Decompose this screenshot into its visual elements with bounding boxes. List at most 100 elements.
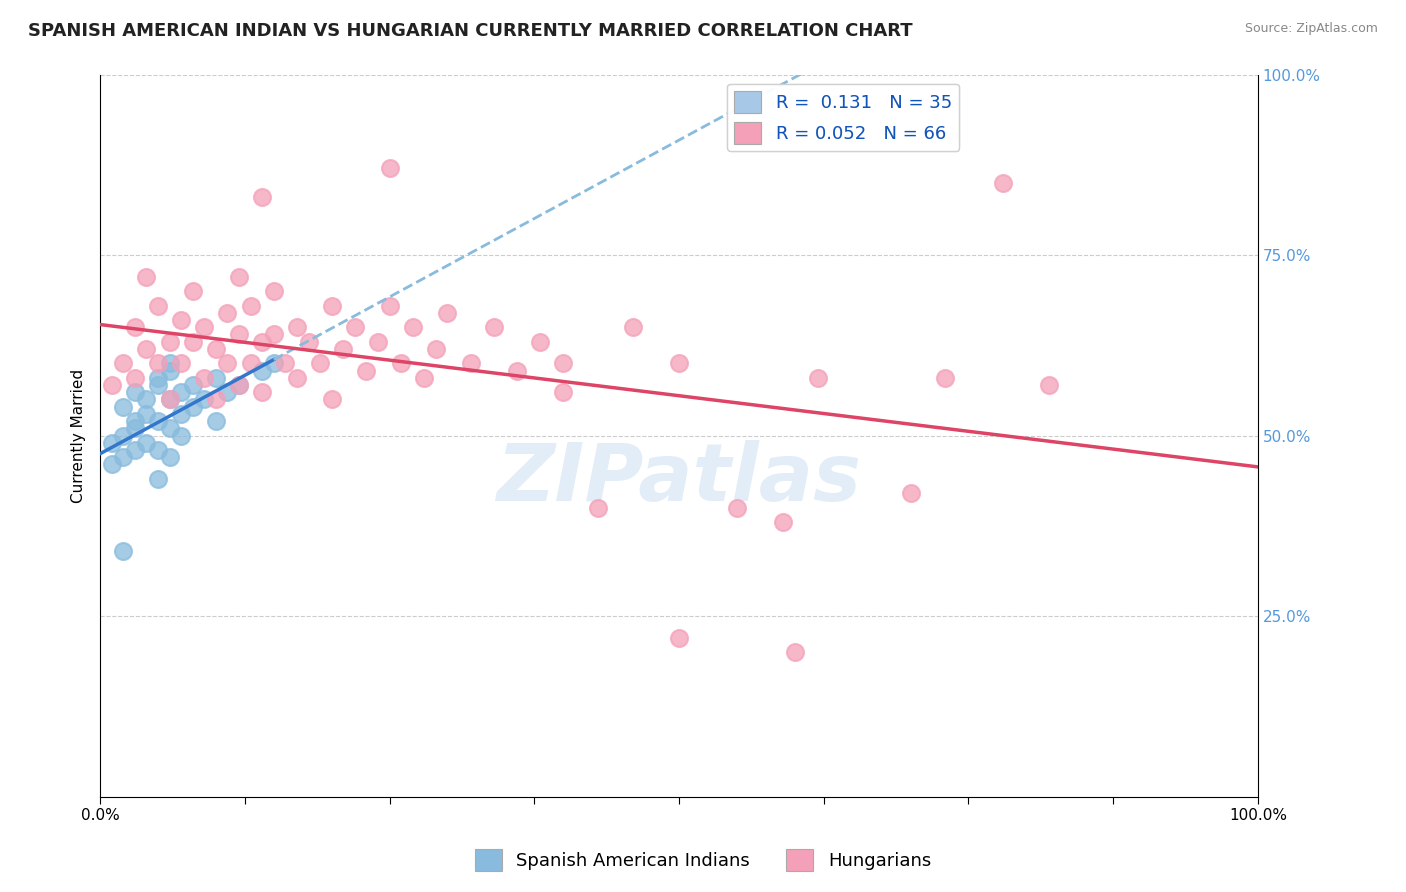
Point <box>146 443 169 458</box>
Point <box>135 435 157 450</box>
Point <box>135 407 157 421</box>
Point <box>135 392 157 407</box>
Point <box>170 356 193 370</box>
Point <box>991 176 1014 190</box>
Point <box>146 299 169 313</box>
Point <box>205 371 228 385</box>
Point <box>193 320 215 334</box>
Point <box>263 284 285 298</box>
Point <box>159 450 181 465</box>
Point <box>217 385 239 400</box>
Point <box>124 385 146 400</box>
Point <box>460 356 482 370</box>
Point <box>124 414 146 428</box>
Point <box>112 450 135 465</box>
Text: ZIPatlas: ZIPatlas <box>496 440 862 518</box>
Point <box>181 334 204 349</box>
Point <box>356 363 378 377</box>
Point <box>124 443 146 458</box>
Point <box>621 320 644 334</box>
Point <box>217 356 239 370</box>
Point <box>100 458 122 472</box>
Point <box>146 414 169 428</box>
Point <box>668 356 690 370</box>
Point <box>250 363 273 377</box>
Point <box>124 421 146 435</box>
Point <box>159 334 181 349</box>
Point <box>367 334 389 349</box>
Text: SPANISH AMERICAN INDIAN VS HUNGARIAN CURRENTLY MARRIED CORRELATION CHART: SPANISH AMERICAN INDIAN VS HUNGARIAN CUR… <box>28 22 912 40</box>
Point <box>274 356 297 370</box>
Point <box>263 327 285 342</box>
Point <box>181 400 204 414</box>
Point <box>159 392 181 407</box>
Point <box>170 428 193 442</box>
Point <box>100 378 122 392</box>
Point <box>217 306 239 320</box>
Point <box>170 407 193 421</box>
Point <box>285 320 308 334</box>
Point <box>112 400 135 414</box>
Point <box>146 472 169 486</box>
Point <box>378 299 401 313</box>
Point <box>378 161 401 176</box>
Point <box>297 334 319 349</box>
Point <box>900 486 922 500</box>
Point <box>250 334 273 349</box>
Point <box>146 356 169 370</box>
Point <box>124 320 146 334</box>
Point <box>389 356 412 370</box>
Point <box>482 320 505 334</box>
Point <box>309 356 332 370</box>
Y-axis label: Currently Married: Currently Married <box>72 368 86 503</box>
Point <box>332 342 354 356</box>
Point <box>100 435 122 450</box>
Point <box>193 392 215 407</box>
Point <box>668 631 690 645</box>
Point <box>205 392 228 407</box>
Text: Source: ZipAtlas.com: Source: ZipAtlas.com <box>1244 22 1378 36</box>
Point <box>112 428 135 442</box>
Point <box>783 645 806 659</box>
Point <box>124 371 146 385</box>
Point <box>159 363 181 377</box>
Point <box>159 392 181 407</box>
Point <box>725 500 748 515</box>
Point <box>239 356 262 370</box>
Point <box>228 327 250 342</box>
Point <box>112 544 135 558</box>
Point <box>436 306 458 320</box>
Point <box>343 320 366 334</box>
Point <box>205 414 228 428</box>
Point <box>250 385 273 400</box>
Point <box>112 356 135 370</box>
Point <box>263 356 285 370</box>
Point <box>425 342 447 356</box>
Point <box>250 190 273 204</box>
Point <box>228 269 250 284</box>
Point <box>159 356 181 370</box>
Point <box>934 371 956 385</box>
Point <box>193 371 215 385</box>
Point <box>228 378 250 392</box>
Point <box>135 342 157 356</box>
Point <box>321 392 343 407</box>
Point <box>402 320 425 334</box>
Point <box>239 299 262 313</box>
Point <box>146 371 169 385</box>
Point <box>170 385 193 400</box>
Point <box>159 421 181 435</box>
Point <box>181 284 204 298</box>
Point <box>228 378 250 392</box>
Point <box>205 342 228 356</box>
Point <box>807 371 830 385</box>
Point <box>321 299 343 313</box>
Point <box>170 313 193 327</box>
Point <box>772 515 794 529</box>
Legend: Spanish American Indians, Hungarians: Spanish American Indians, Hungarians <box>468 842 938 879</box>
Point <box>285 371 308 385</box>
Point <box>181 378 204 392</box>
Point <box>135 269 157 284</box>
Point <box>506 363 529 377</box>
Point <box>529 334 551 349</box>
